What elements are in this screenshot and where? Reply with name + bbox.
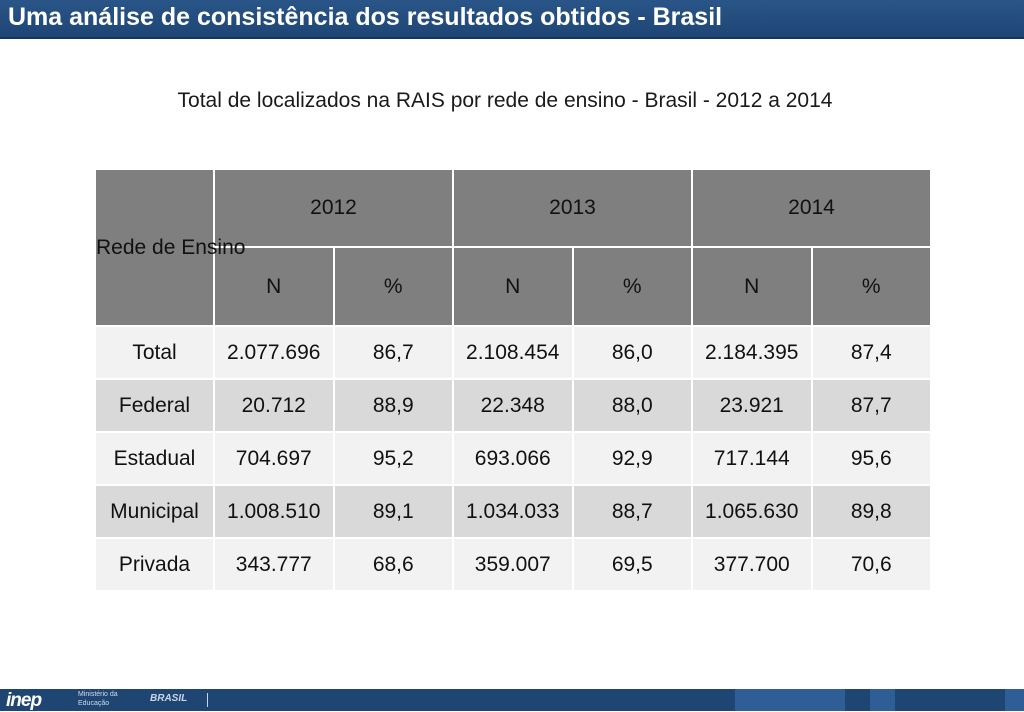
table-cell: 693.066	[452, 431, 574, 486]
table-row: Municipal 1.008.510 89,1 1.034.033 88,7 …	[94, 484, 932, 539]
brasil-logo: BRASIL	[150, 693, 188, 704]
table-cell: 86,0	[571, 325, 693, 380]
table-cell: 88,0	[571, 378, 693, 433]
table-cell: 87,7	[810, 378, 932, 433]
footer-decoration	[870, 689, 895, 711]
table-cell: 1.034.033	[452, 484, 574, 539]
ministerio-logo: Ministério da Educação	[78, 690, 118, 708]
table-cell: 2.077.696	[213, 325, 335, 380]
table-cell: 23.921	[691, 378, 813, 433]
column-header-rede-de-ensino: Rede de Ensino	[94, 168, 245, 327]
table-cell: 359.007	[452, 537, 574, 592]
table-cell: 68,6	[332, 537, 454, 592]
table-row: Total 2.077.696 86,7 2.108.454 86,0 2.18…	[94, 325, 932, 380]
table-cell: 89,1	[332, 484, 454, 539]
inep-logo: inep	[6, 690, 42, 711]
table-cell: 89,8	[810, 484, 932, 539]
column-subheader: N	[691, 246, 813, 327]
table-cell: 22.348	[452, 378, 574, 433]
row-label: Federal	[94, 378, 215, 433]
table-cell: 717.144	[691, 431, 813, 486]
ministerio-line: Educação	[78, 700, 110, 707]
table-cell: 2.184.395	[691, 325, 813, 380]
table-cell: 69,5	[571, 537, 693, 592]
footer-decoration	[735, 689, 845, 711]
table-cell: 92,9	[571, 431, 693, 486]
table-cell: 95,2	[332, 431, 454, 486]
column-subheader: N	[452, 246, 574, 327]
table-cell: 1.065.630	[691, 484, 813, 539]
column-subheader: %	[571, 246, 693, 327]
table-row: Estadual 704.697 95,2 693.066 92,9 717.1…	[94, 431, 932, 486]
row-label: Estadual	[94, 431, 215, 486]
column-subheader: %	[332, 246, 454, 327]
column-subheader: %	[810, 246, 932, 327]
column-header-year: 2012	[213, 168, 454, 248]
table-row: Federal 20.712 88,9 22.348 88,0 23.921 8…	[94, 378, 932, 433]
table-caption: Total de localizados na RAIS por rede de…	[177, 89, 833, 112]
row-label: Municipal	[94, 484, 215, 539]
table-cell: 86,7	[332, 325, 454, 380]
footer-decoration	[1005, 689, 1024, 711]
column-subheader: N	[213, 246, 335, 327]
column-header-year: 2013	[452, 168, 693, 248]
data-table: Rede de Ensino 2012 2013 2014 N % N % N …	[94, 168, 932, 592]
table-cell: 377.700	[691, 537, 813, 592]
table-cell: 2.108.454	[452, 325, 574, 380]
table-cell: 1.008.510	[213, 484, 335, 539]
table-cell: 95,6	[810, 431, 932, 486]
table-cell: 20.712	[213, 378, 335, 433]
table-cell: 88,7	[571, 484, 693, 539]
slide-title: Uma análise de consistência dos resultad…	[8, 3, 723, 31]
row-label: Total	[94, 325, 215, 380]
ministerio-line: Ministério da	[78, 691, 118, 698]
row-label: Privada	[94, 537, 215, 592]
table-cell: 704.697	[213, 431, 335, 486]
column-header-year: 2014	[691, 168, 932, 248]
table-cell: 343.777	[213, 537, 335, 592]
table-row: Privada 343.777 68,6 359.007 69,5 377.70…	[94, 537, 932, 592]
footer-bar: inep Ministério da Educação BRASIL	[0, 689, 1024, 711]
table-cell: 70,6	[810, 537, 932, 592]
footer-divider	[207, 693, 208, 707]
header-bar: Uma análise de consistência dos resultad…	[0, 0, 1024, 39]
table-cell: 87,4	[810, 325, 932, 380]
table-cell: 88,9	[332, 378, 454, 433]
